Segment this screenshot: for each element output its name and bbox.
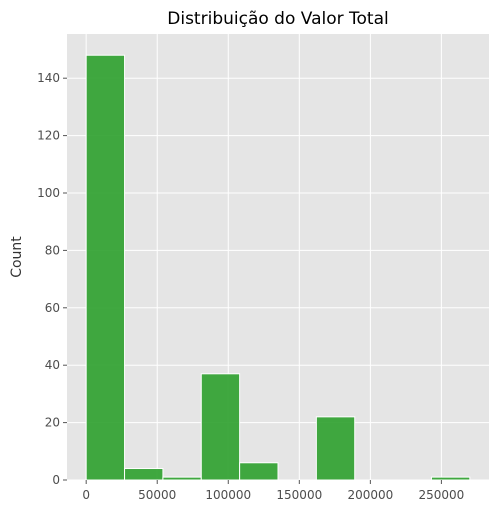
y-tick-label-1: 20 — [45, 416, 60, 430]
bar-3 — [200, 373, 241, 481]
y-tick-label-4: 80 — [45, 243, 60, 257]
grid-lines — [67, 34, 489, 481]
axis-ticks: 0 50000 100000 150000 200000 250000 0 20 40 60 80 1… — [37, 71, 464, 502]
bar-6 — [315, 416, 356, 481]
x-tick-label-1: 50000 — [138, 488, 176, 502]
chart-title: Distribuição do Valor Total — [167, 9, 388, 29]
plot-area — [67, 34, 489, 480]
y-tick-label-2: 40 — [45, 358, 60, 372]
y-axis-label: Count — [9, 236, 25, 278]
x-tick-label-5: 250000 — [418, 488, 464, 502]
bar-1 — [124, 468, 164, 481]
y-tick-label-5: 100 — [37, 186, 60, 200]
y-tick-label-7: 140 — [37, 71, 60, 85]
x-tick-label-2: 100000 — [205, 488, 251, 502]
y-tick-label-0: 0 — [52, 473, 60, 487]
histogram-bars — [85, 54, 471, 481]
bar-4 — [239, 462, 279, 481]
x-tick-label-0: 0 — [82, 488, 90, 502]
x-tick-label-3: 150000 — [276, 488, 322, 502]
bar-2 — [162, 476, 202, 481]
bar-9 — [430, 476, 471, 481]
y-tick-label-3: 60 — [45, 301, 60, 315]
x-tick-label-4: 200000 — [347, 488, 393, 502]
y-tick-label-6: 120 — [37, 129, 60, 143]
bar-0 — [85, 54, 126, 481]
